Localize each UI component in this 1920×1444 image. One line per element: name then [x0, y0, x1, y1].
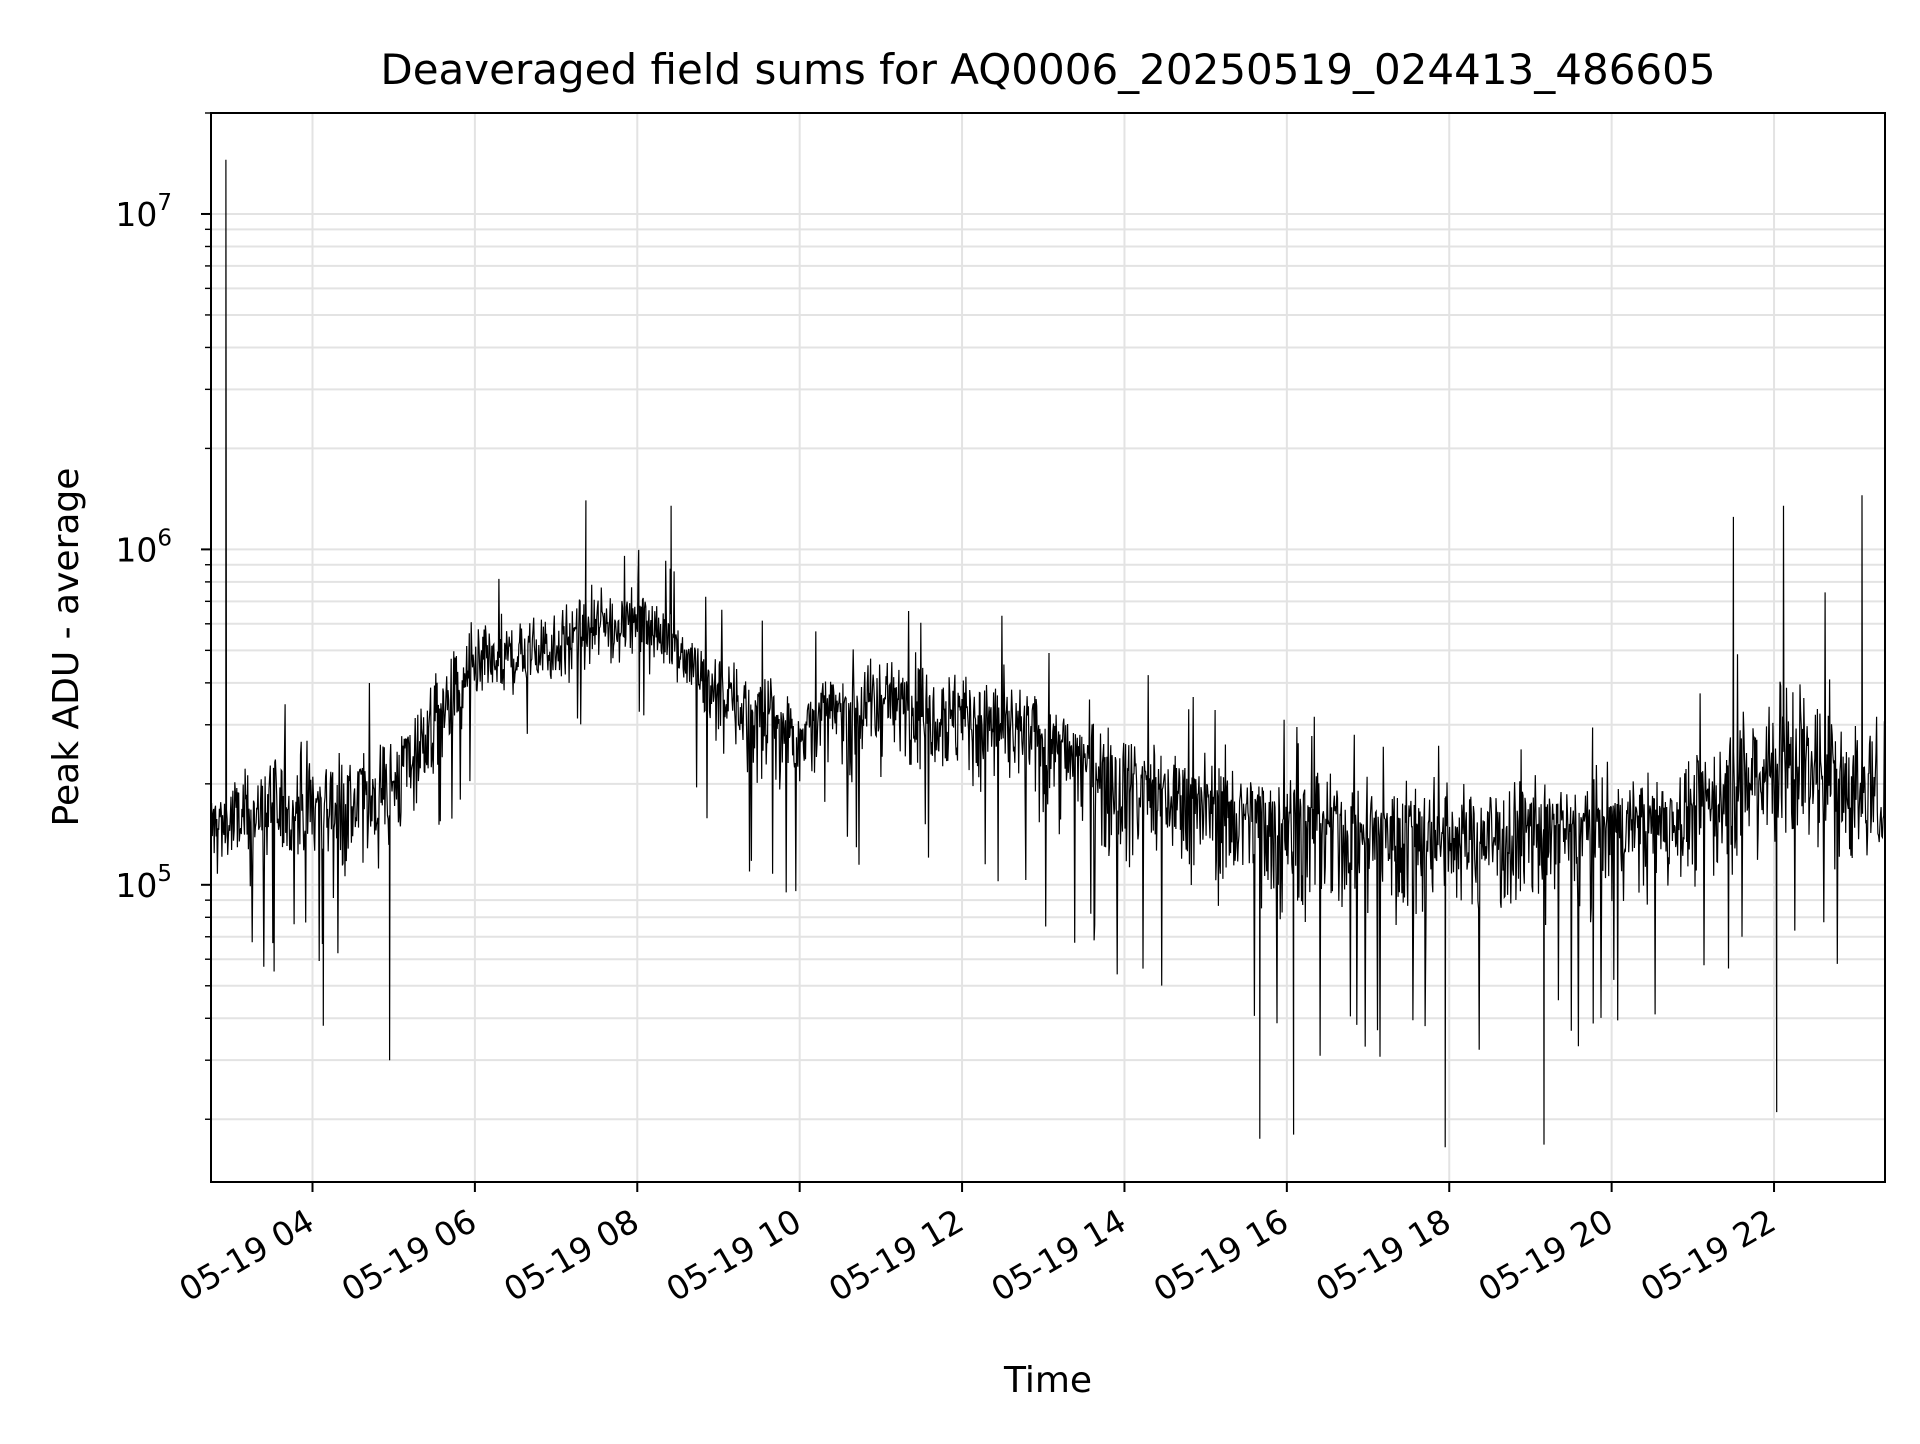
x-axis-label: Time [1003, 1360, 1092, 1401]
y-tick-label-exponent: 6 [157, 525, 172, 551]
y-tick-label: 105 [115, 861, 172, 905]
y-tick-label-base: 10 [115, 195, 157, 234]
series-layer [210, 159, 1886, 1148]
y-tick-label-base: 10 [115, 530, 157, 569]
y-tick-label: 107 [115, 190, 172, 234]
y-tick-label-exponent: 7 [157, 190, 172, 216]
plot-frame [210, 112, 1886, 1183]
y-tick-label-base: 10 [115, 866, 157, 905]
y-axis-label: Peak ADU - average [46, 468, 87, 827]
grid [211, 112, 1885, 1182]
y-tick-label-exponent: 5 [157, 861, 172, 887]
y-tick-label: 106 [115, 525, 172, 569]
chart-title: Deaveraged field sums for AQ0006_2025051… [380, 45, 1715, 94]
series-line [210, 159, 1886, 1148]
